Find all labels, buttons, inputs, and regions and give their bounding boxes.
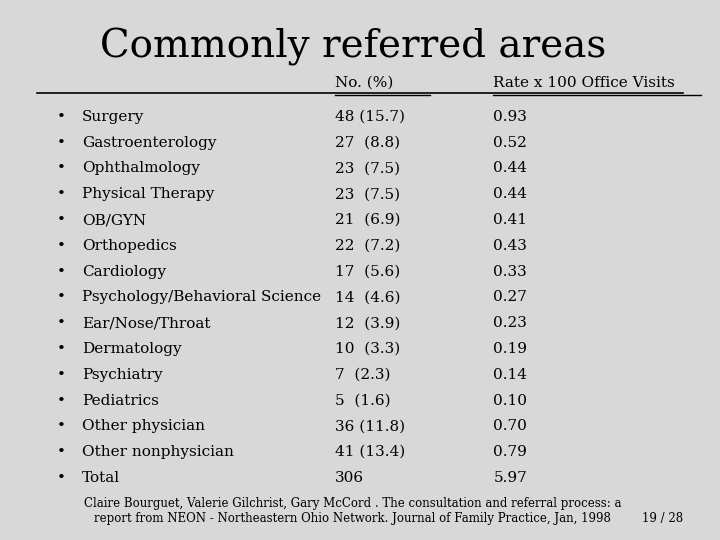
Text: •: • [57, 420, 66, 433]
Text: 22  (7.2): 22 (7.2) [336, 239, 400, 253]
Text: 0.10: 0.10 [493, 394, 527, 408]
Text: 0.70: 0.70 [493, 420, 527, 433]
Text: 5.97: 5.97 [493, 471, 527, 485]
Text: Ophthalmology: Ophthalmology [82, 161, 200, 176]
Text: 27  (8.8): 27 (8.8) [336, 136, 400, 150]
Text: Psychiatry: Psychiatry [82, 368, 163, 382]
Text: •: • [57, 161, 66, 176]
Text: Psychology/Behavioral Science: Psychology/Behavioral Science [82, 291, 321, 305]
Text: 0.44: 0.44 [493, 187, 527, 201]
Text: 0.44: 0.44 [493, 161, 527, 176]
Text: •: • [57, 265, 66, 279]
Text: Pediatrics: Pediatrics [82, 394, 159, 408]
Text: •: • [57, 213, 66, 227]
Text: Other nonphysician: Other nonphysician [82, 445, 234, 459]
Text: Orthopedics: Orthopedics [82, 239, 177, 253]
Text: 0.33: 0.33 [493, 265, 527, 279]
Text: No. (%): No. (%) [336, 76, 394, 90]
Text: 14  (4.6): 14 (4.6) [336, 291, 401, 305]
Text: 48 (15.7): 48 (15.7) [336, 110, 405, 124]
Text: Claire Bourguet, Valerie Gilchrist, Gary McCord . The consultation and referral : Claire Bourguet, Valerie Gilchrist, Gary… [84, 497, 621, 525]
Text: 0.41: 0.41 [493, 213, 527, 227]
Text: •: • [57, 110, 66, 124]
Text: OB/GYN: OB/GYN [82, 213, 146, 227]
Text: Physical Therapy: Physical Therapy [82, 187, 215, 201]
Text: •: • [57, 136, 66, 150]
Text: 5  (1.6): 5 (1.6) [336, 394, 391, 408]
Text: 17  (5.6): 17 (5.6) [336, 265, 400, 279]
Text: •: • [57, 368, 66, 382]
Text: •: • [57, 239, 66, 253]
Text: 0.43: 0.43 [493, 239, 527, 253]
Text: 21  (6.9): 21 (6.9) [336, 213, 401, 227]
Text: 41 (13.4): 41 (13.4) [336, 445, 405, 459]
Text: 7  (2.3): 7 (2.3) [336, 368, 391, 382]
Text: 23  (7.5): 23 (7.5) [336, 161, 400, 176]
Text: 0.52: 0.52 [493, 136, 527, 150]
Text: •: • [57, 445, 66, 459]
Text: 19 / 28: 19 / 28 [642, 512, 683, 525]
Text: 23  (7.5): 23 (7.5) [336, 187, 400, 201]
Text: 12  (3.9): 12 (3.9) [336, 316, 400, 330]
Text: Surgery: Surgery [82, 110, 145, 124]
Text: Commonly referred areas: Commonly referred areas [99, 28, 606, 66]
Text: Other physician: Other physician [82, 420, 205, 433]
Text: Gastroenterology: Gastroenterology [82, 136, 217, 150]
Text: 0.27: 0.27 [493, 291, 527, 305]
Text: 0.79: 0.79 [493, 445, 527, 459]
Text: •: • [57, 342, 66, 356]
Text: Ear/Nose/Throat: Ear/Nose/Throat [82, 316, 211, 330]
Text: Rate x 100 Office Visits: Rate x 100 Office Visits [493, 76, 675, 90]
Text: Total: Total [82, 471, 120, 485]
Text: 0.14: 0.14 [493, 368, 527, 382]
Text: 0.19: 0.19 [493, 342, 527, 356]
Text: 10  (3.3): 10 (3.3) [336, 342, 400, 356]
Text: 0.93: 0.93 [493, 110, 527, 124]
Text: •: • [57, 187, 66, 201]
Text: •: • [57, 394, 66, 408]
Text: Dermatology: Dermatology [82, 342, 182, 356]
Text: 36 (11.8): 36 (11.8) [336, 420, 405, 433]
Text: Cardiology: Cardiology [82, 265, 166, 279]
Text: 0.23: 0.23 [493, 316, 527, 330]
Text: •: • [57, 316, 66, 330]
Text: •: • [57, 291, 66, 305]
Text: 306: 306 [336, 471, 364, 485]
Text: •: • [57, 471, 66, 485]
